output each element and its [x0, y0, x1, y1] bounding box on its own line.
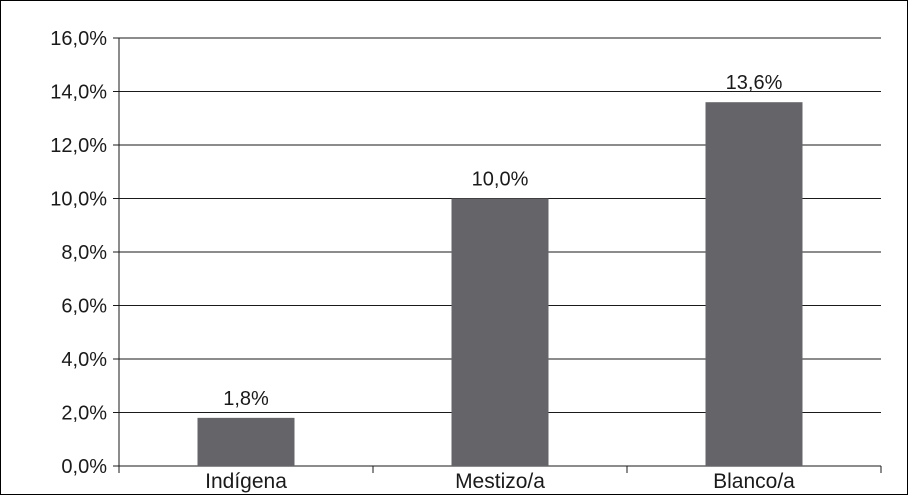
- y-tick-label: 8,0%: [61, 242, 107, 264]
- data-label: 13,6%: [726, 72, 783, 94]
- data-label: 10,0%: [472, 169, 529, 191]
- bar-blanco-a: [705, 102, 803, 466]
- y-tick-label: 14,0%: [50, 82, 107, 104]
- x-category-label: Indígena: [205, 470, 287, 493]
- y-tick-label: 10,0%: [50, 189, 107, 211]
- y-tick-label: 12,0%: [50, 135, 107, 157]
- bar-ind-gena: [197, 417, 295, 466]
- x-category-label: Mestizo/a: [455, 470, 545, 493]
- y-tick-label: 2,0%: [61, 403, 107, 425]
- x-category-label: Blanco/a: [713, 470, 795, 493]
- y-tick-label: 6,0%: [61, 296, 107, 318]
- bar-mestizo-a: [451, 198, 549, 466]
- data-label: 1,8%: [223, 388, 269, 410]
- y-tick-label: 16,0%: [50, 28, 107, 50]
- labels: 0,0% 2,0% 4,0% 6,0% 8,0% 10,0% 12,0% 14,0% 16,0%…: [50, 28, 795, 493]
- y-tick-label: 0,0%: [61, 456, 107, 478]
- bars: [197, 102, 803, 466]
- y-tick-label: 4,0%: [61, 349, 107, 371]
